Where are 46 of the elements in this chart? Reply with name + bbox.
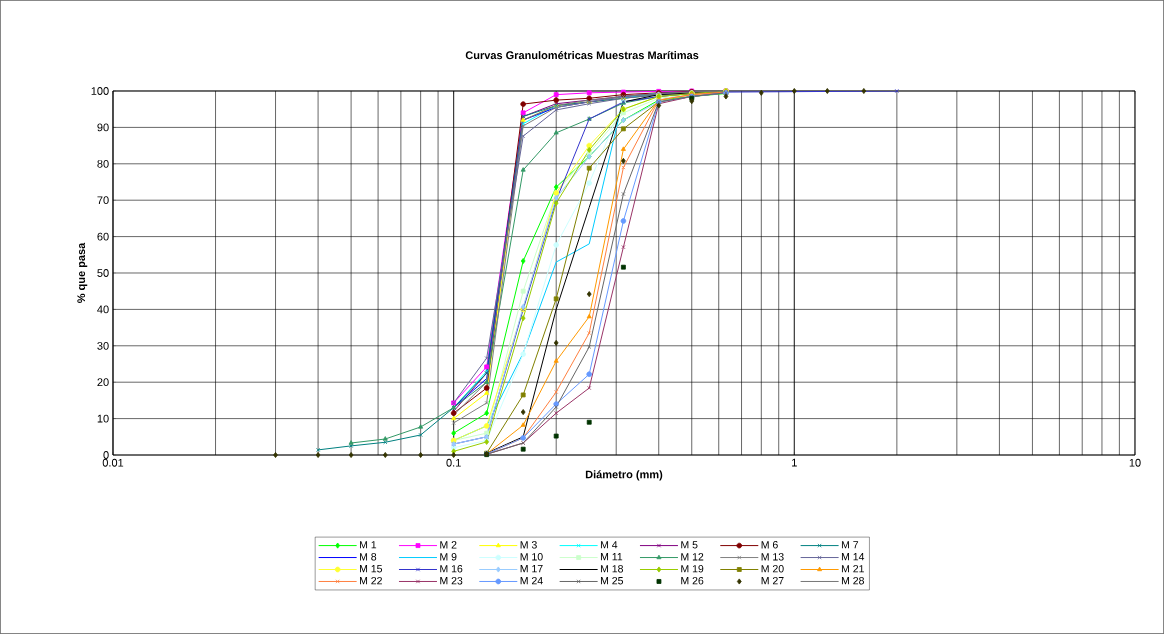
- legend-label: M 22: [360, 576, 382, 585]
- legend-label: M 5: [681, 541, 698, 549]
- y-tick-label: 80: [97, 159, 109, 168]
- legend-label: M 17: [520, 565, 543, 573]
- legend-label: M 18: [600, 565, 623, 573]
- legend-label: M 2: [440, 541, 457, 549]
- legend-label: M 9: [440, 553, 457, 561]
- y-tick-label: 70: [97, 196, 109, 205]
- legend-label: M 10: [520, 553, 543, 561]
- legend-label: M 11: [600, 553, 623, 561]
- legend-label: M 8: [360, 553, 377, 561]
- legend-label: M 13: [761, 553, 784, 561]
- legend-label: M 24: [520, 576, 543, 585]
- x-tick-label: 10: [1129, 458, 1141, 467]
- legend-label: M 19: [681, 565, 704, 573]
- x-axis-title: Diámetro (mm): [585, 470, 663, 481]
- y-tick-label: 10: [97, 414, 109, 423]
- y-tick-label: 40: [97, 305, 109, 314]
- legend-label: M 12: [681, 553, 704, 561]
- legend-label: M 6: [761, 541, 778, 549]
- legend-label: M 16: [440, 565, 463, 573]
- legend-label: M 23: [440, 576, 463, 585]
- y-tick-label: 0: [103, 451, 109, 459]
- y-tick-label: 20: [97, 378, 109, 387]
- legend-label: M 7: [841, 541, 859, 549]
- legend-label: M 3: [520, 541, 537, 549]
- x-tick-label: 1: [792, 458, 797, 467]
- legend-label: M 4: [600, 541, 618, 549]
- legend-label: M 28: [841, 576, 864, 585]
- legend-label: M 20: [761, 565, 784, 573]
- x-tick-label: 0.1: [446, 458, 461, 467]
- chart-title: Curvas Granulométricas Muestras Marítimas: [465, 50, 699, 60]
- y-tick-label: 30: [97, 341, 109, 350]
- y-tick-label: 60: [97, 232, 109, 241]
- legend-label: M 1: [360, 541, 377, 549]
- legend-label: M 25: [600, 576, 624, 585]
- legend-label: M 15: [360, 565, 383, 573]
- legend-label: M 27: [761, 576, 784, 585]
- y-tick-label: 90: [97, 123, 109, 132]
- y-tick-label: 50: [97, 269, 109, 277]
- y-tick-label: 100: [91, 87, 109, 95]
- x-tick-label: 0.01: [102, 458, 124, 467]
- legend-label: M 21: [841, 565, 864, 573]
- y-axis-title: % que pasa: [77, 242, 88, 303]
- legend-label: M 26: [681, 576, 704, 585]
- legend-label: M 14: [841, 553, 865, 561]
